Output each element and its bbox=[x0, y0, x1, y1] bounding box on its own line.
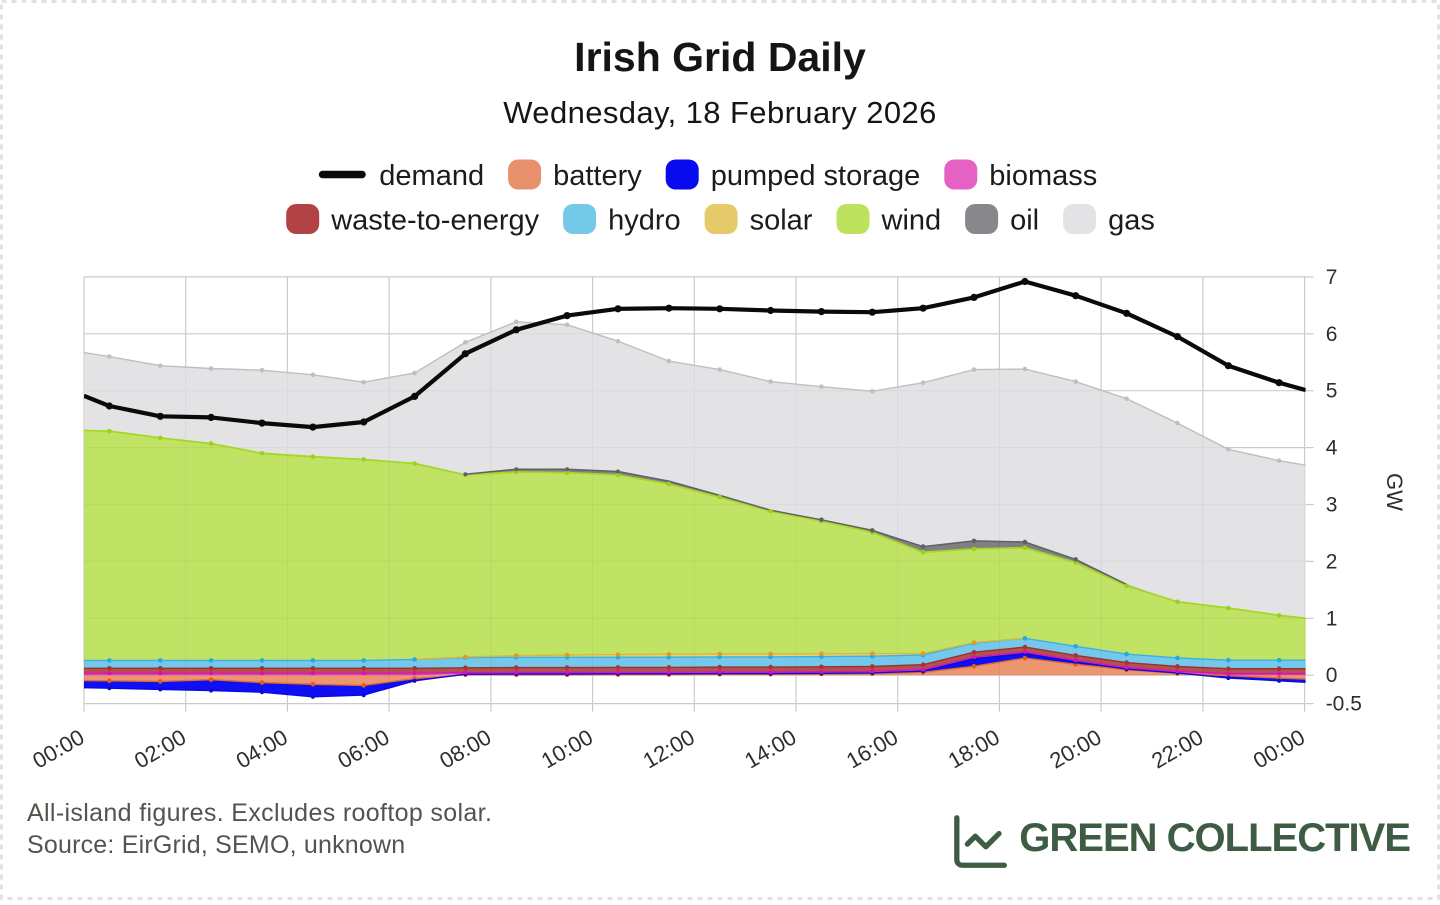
svg-text:Source: EirGrid, SEMO, unknown: Source: EirGrid, SEMO, unknown bbox=[27, 831, 405, 859]
svg-text:All-island figures. Excludes r: All-island figures. Excludes rooftop sol… bbox=[27, 799, 492, 827]
svg-text:0: 0 bbox=[1326, 664, 1338, 687]
svg-text:gas: gas bbox=[1108, 205, 1155, 237]
svg-text:biomass: biomass bbox=[989, 160, 1097, 192]
svg-text:6: 6 bbox=[1326, 323, 1338, 346]
svg-text:GW: GW bbox=[1382, 473, 1407, 511]
svg-text:demand: demand bbox=[379, 160, 484, 192]
svg-text:4: 4 bbox=[1326, 437, 1338, 460]
svg-text:5: 5 bbox=[1326, 380, 1338, 403]
svg-text:oil: oil bbox=[1010, 205, 1039, 237]
svg-text:GREEN COLLECTIVE: GREEN COLLECTIVE bbox=[1019, 816, 1410, 860]
svg-text:3: 3 bbox=[1326, 494, 1338, 517]
svg-text:battery: battery bbox=[553, 160, 642, 192]
svg-text:waste-to-energy: waste-to-energy bbox=[330, 205, 539, 237]
svg-text:hydro: hydro bbox=[608, 205, 681, 237]
svg-text:pumped storage: pumped storage bbox=[711, 160, 921, 192]
svg-text:1: 1 bbox=[1326, 607, 1338, 630]
svg-text:wind: wind bbox=[881, 205, 942, 237]
svg-text:solar: solar bbox=[750, 205, 813, 237]
svg-text:-0.5: -0.5 bbox=[1326, 693, 1362, 716]
svg-text:Wednesday, 18 February 2026: Wednesday, 18 February 2026 bbox=[503, 95, 937, 130]
svg-text:7: 7 bbox=[1326, 266, 1338, 289]
svg-text:Irish Grid Daily: Irish Grid Daily bbox=[574, 34, 866, 80]
svg-text:2: 2 bbox=[1326, 550, 1338, 573]
